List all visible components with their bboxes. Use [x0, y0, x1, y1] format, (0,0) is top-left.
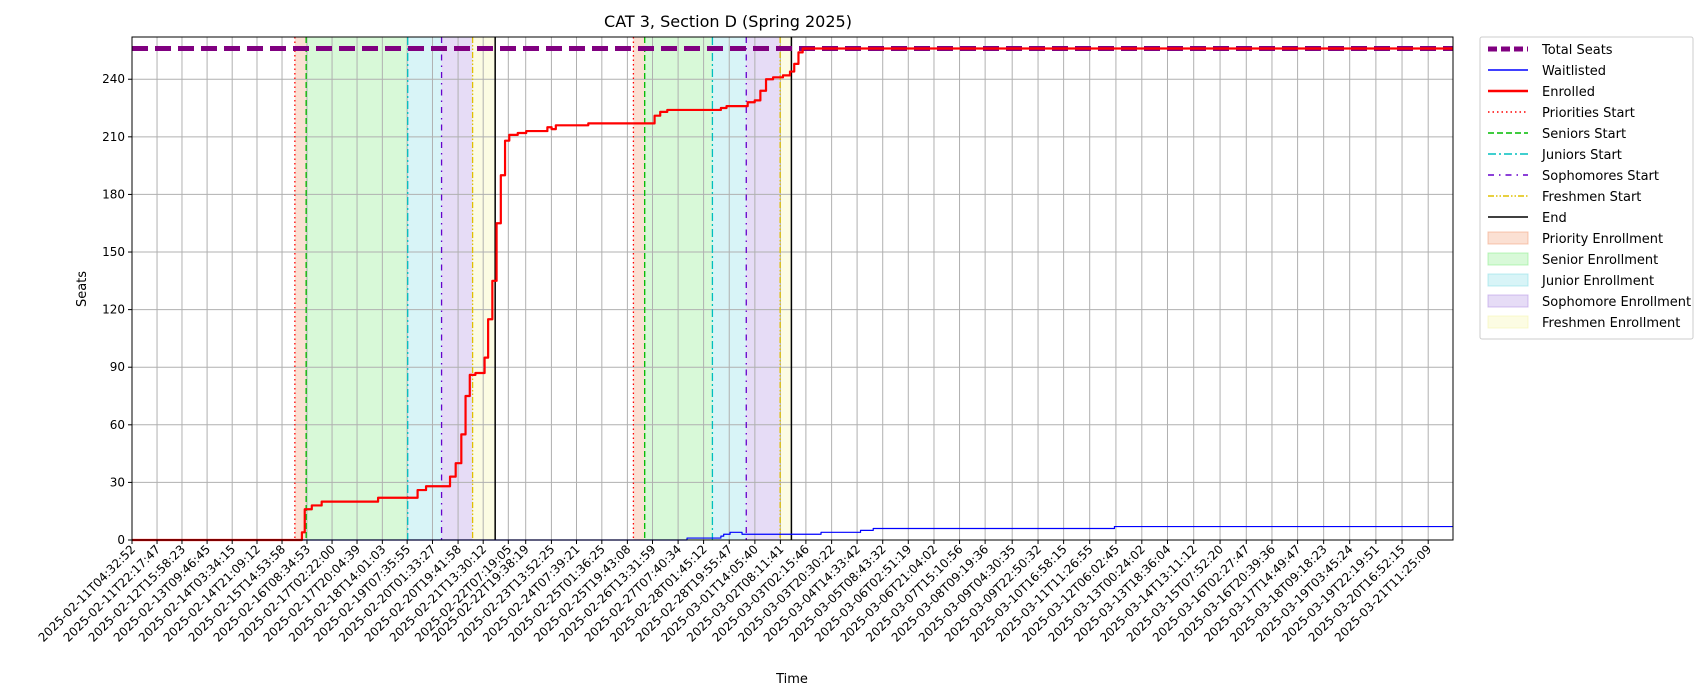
- y-tick-label-1: 30: [110, 475, 125, 489]
- y-tick-label-5: 150: [102, 245, 125, 259]
- period-band-9: [780, 37, 792, 540]
- period-band-2: [407, 37, 442, 540]
- chart-title: CAT 3, Section D (Spring 2025): [604, 12, 852, 31]
- legend-label-8: End: [1542, 211, 1567, 226]
- legend-label-11: Junior Enrollment: [1541, 274, 1654, 289]
- legend-frame: [1479, 36, 1694, 340]
- y-tick-label-7: 210: [102, 130, 125, 144]
- plot-frame: [131, 36, 1454, 541]
- y-axis-ticks: 0 30 60 90 120 150 180 210 240: [102, 72, 132, 547]
- y-tick-label-2: 60: [110, 418, 125, 432]
- legend-swatch-11: [1487, 273, 1529, 287]
- legend-label-2: Enrolled: [1542, 85, 1595, 100]
- legend-swatch-13: [1487, 315, 1529, 329]
- legend-swatch-10: [1487, 252, 1529, 266]
- y-tick-label-3: 90: [110, 360, 125, 374]
- legend-label-12: Sophomore Enrollment: [1542, 295, 1691, 310]
- legend-swatch-9: [1487, 231, 1529, 245]
- events-layer: [294, 37, 793, 540]
- series-layer: [132, 46, 1453, 542]
- legend-label-3: Priorities Start: [1542, 106, 1635, 121]
- period-band-4: [472, 37, 496, 540]
- legend-swatch-12: [1487, 294, 1529, 308]
- legend-label-5: Juniors Start: [1541, 148, 1622, 163]
- legend-label-13: Freshmen Enrollment: [1542, 316, 1680, 331]
- legend-label-9: Priority Enrollment: [1542, 232, 1663, 247]
- legend-label-6: Sophomores Start: [1542, 169, 1659, 184]
- y-axis-label: Seats: [75, 271, 90, 307]
- legend-label-10: Senior Enrollment: [1542, 253, 1658, 268]
- y-tick-label-6: 180: [102, 187, 125, 201]
- series-enrolled: [132, 47, 1453, 542]
- y-tick-label-8: 240: [102, 72, 125, 86]
- legend-label-7: Freshmen Start: [1542, 190, 1641, 205]
- period-band-5: [633, 37, 645, 540]
- legend-label-1: Waitlisted: [1542, 64, 1606, 79]
- legend: Total Seats Waitlisted Enrolled Priorities …: [1479, 36, 1694, 340]
- legend-label-0: Total Seats: [1541, 43, 1613, 58]
- legend-label-4: Seniors Start: [1542, 127, 1626, 142]
- period-band-8: [746, 37, 781, 540]
- y-tick-label-4: 120: [102, 303, 125, 317]
- series-waitlisted: [132, 525, 1453, 541]
- period-band-0: [294, 37, 307, 540]
- period-band-3: [441, 37, 473, 540]
- y-tick-label-0: 0: [117, 533, 125, 547]
- x-axis-label: Time: [775, 672, 808, 687]
